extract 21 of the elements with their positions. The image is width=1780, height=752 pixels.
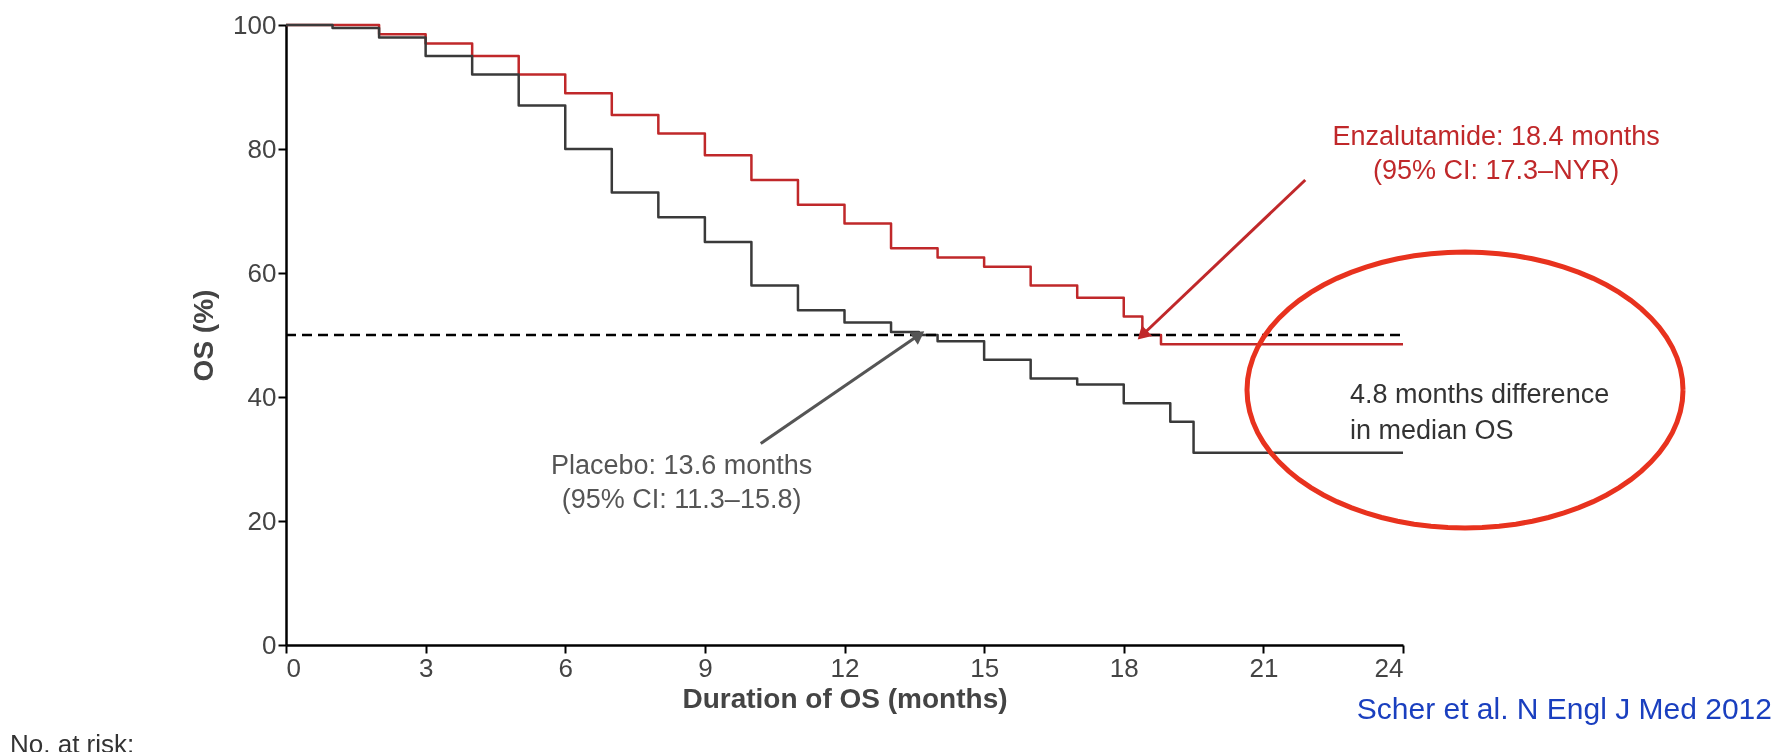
x-tick-label: 18 (1109, 652, 1139, 683)
x-tick-label: 6 (558, 652, 573, 683)
y-tick-label: 100 (233, 9, 277, 40)
x-tick-label: 15 (970, 652, 1000, 683)
x-tick-label: 21 (1249, 652, 1279, 683)
text: Scher et al. N Engl J Med 2012 (1356, 692, 1772, 725)
annotation: Enzalutamide: 18.4 months (95% CI: 17.3–NYR) (1332, 121, 1660, 186)
y-tick-label: 20 (247, 505, 277, 536)
x-tick-label: 9 (698, 652, 713, 683)
y-tick-label: 0 (262, 629, 277, 660)
annotation: 4.8 months difference in median OS (1350, 379, 1610, 445)
annotation: Placebo: 13.6 months (95% CI: 11.3–15.8) (551, 449, 813, 514)
x-tick-label: 24 (1374, 652, 1404, 683)
x-tick-label: 0 (286, 652, 301, 683)
y-axis-title: OS (%) (188, 289, 220, 382)
y-tick-label: 40 (247, 381, 277, 412)
y-tick-label: 60 (247, 257, 277, 288)
y-tick-label: 80 (247, 133, 277, 164)
x-tick-label: 12 (830, 652, 860, 683)
x-tick-label: 3 (418, 652, 434, 683)
x-axis-title: Duration of OS (months) (682, 682, 1008, 714)
